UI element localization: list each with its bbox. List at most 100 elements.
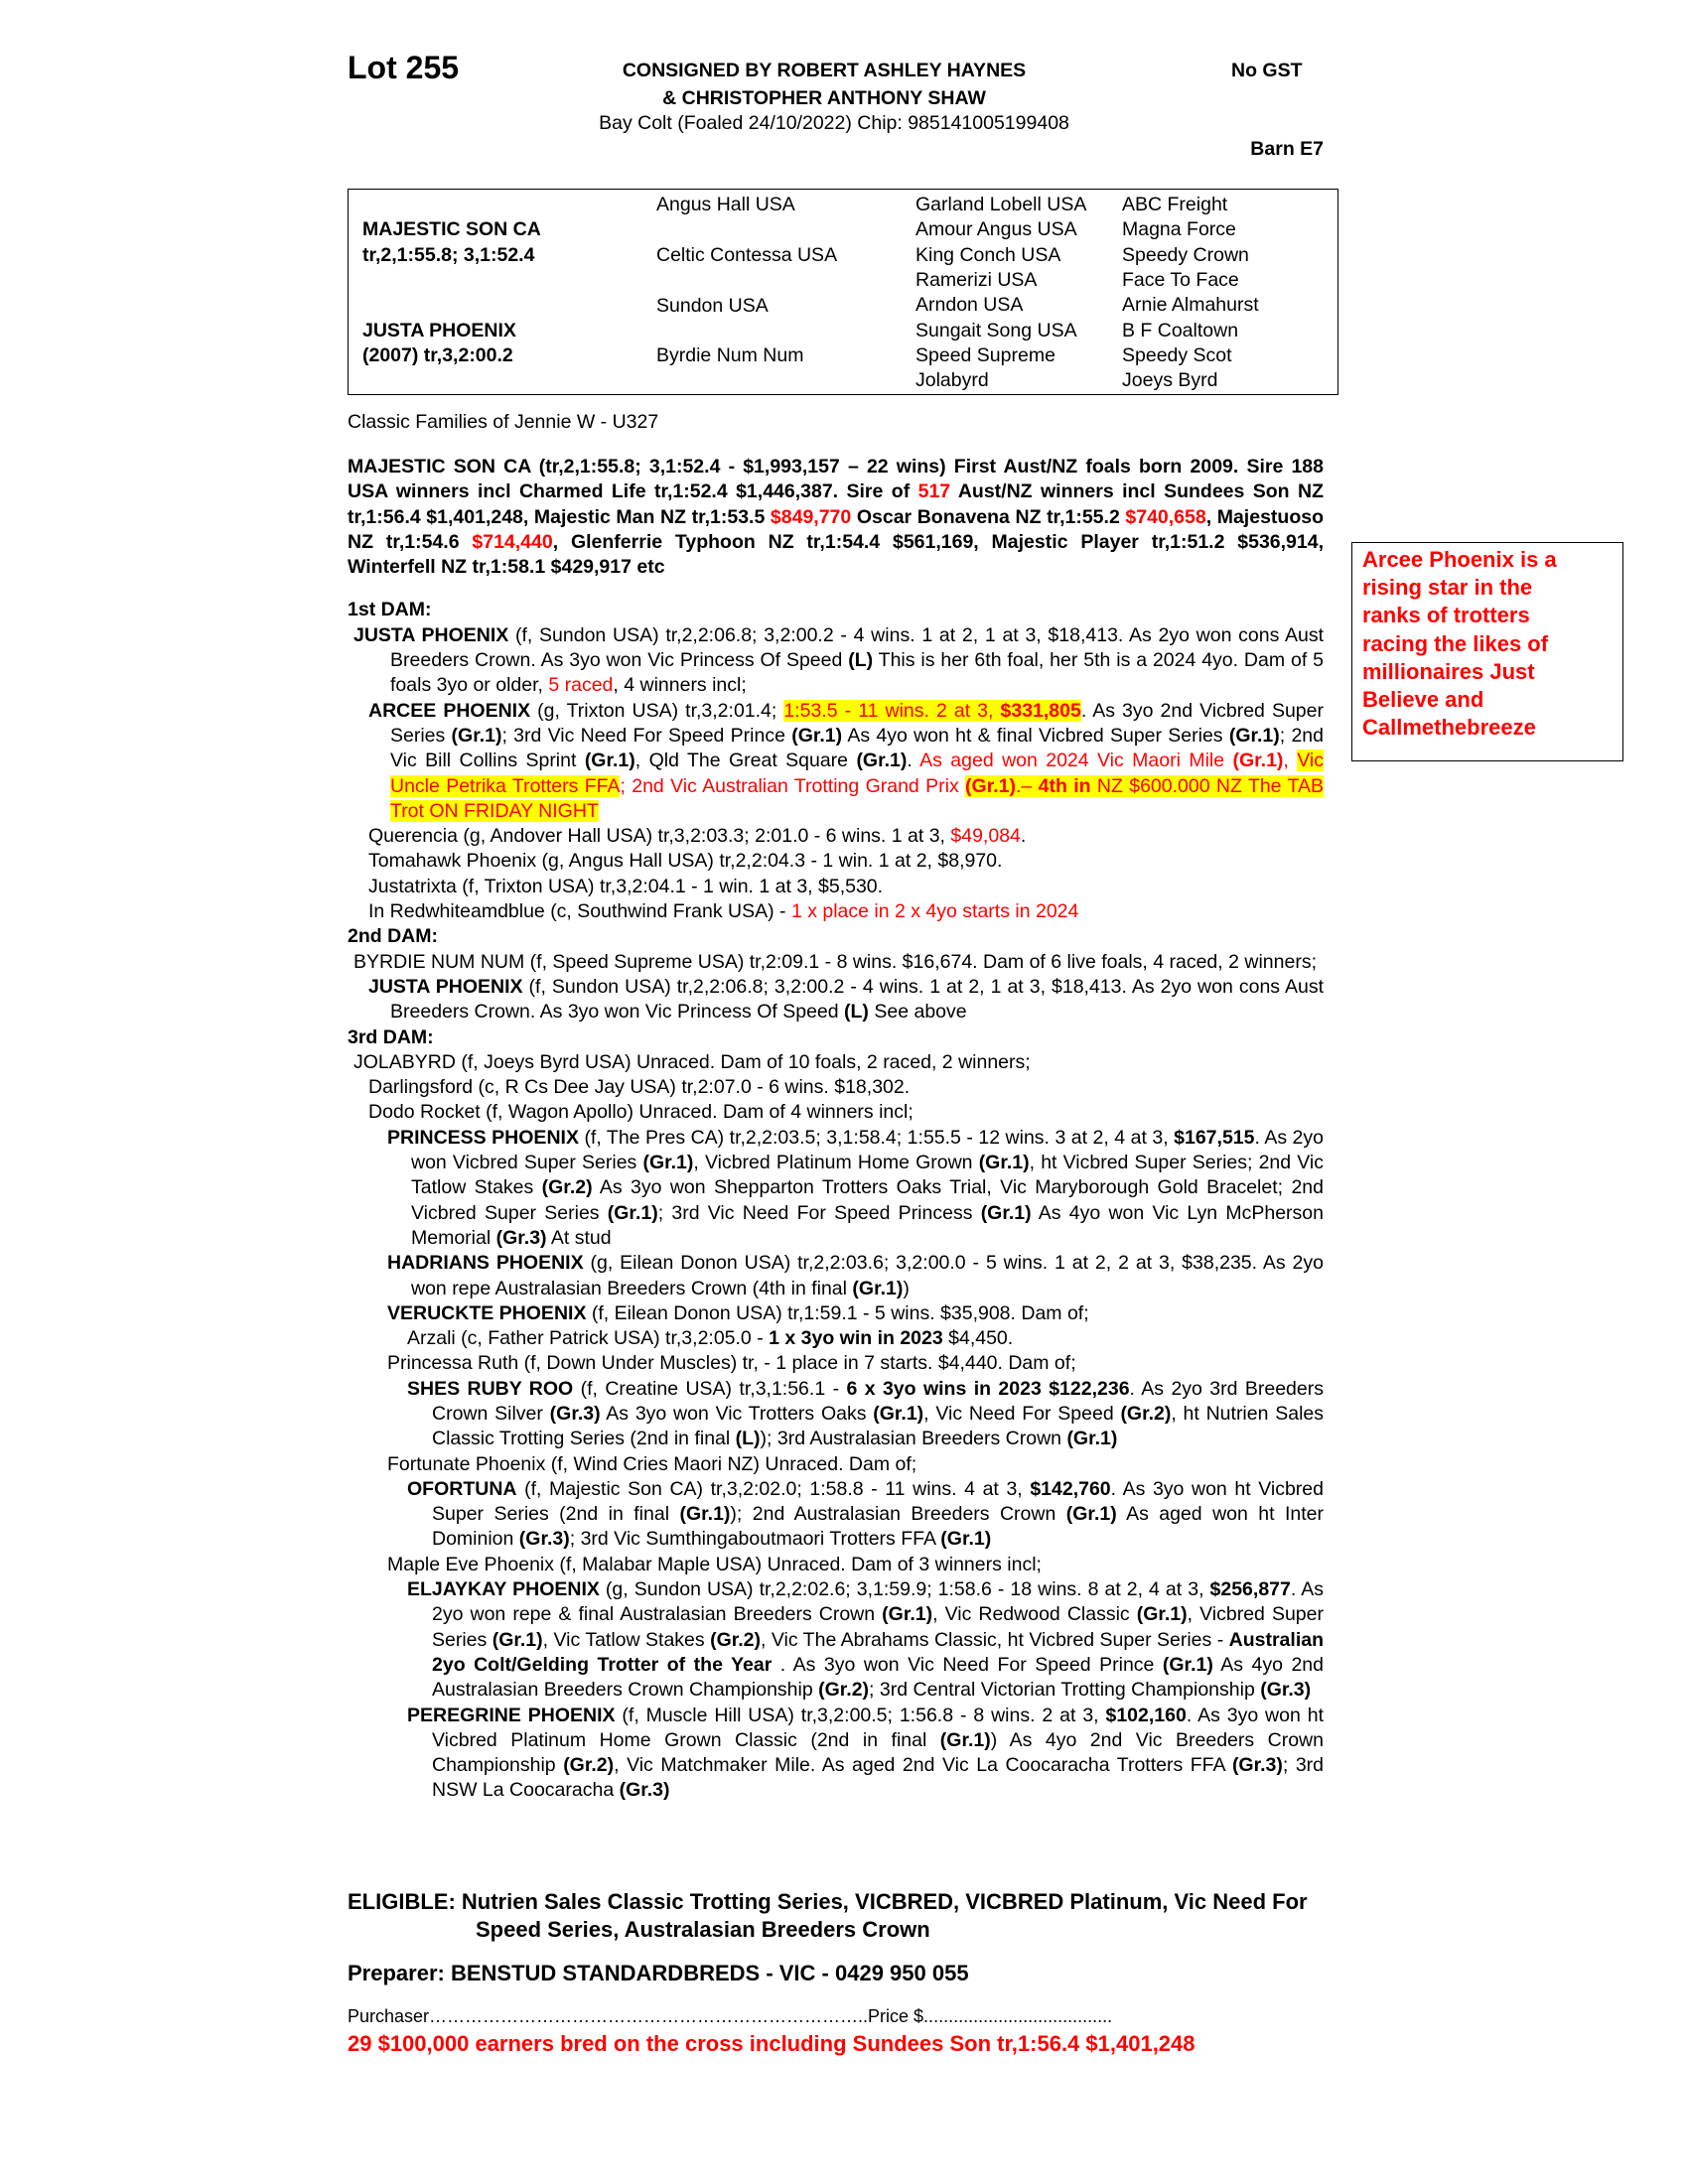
cross-note: 29 $100,000 earners bred on the cross in… xyxy=(348,2031,1196,2056)
text-run: (f, Majestic Son CA) tr,3,2:02.0; 1:58.8… xyxy=(516,1477,1031,1500)
text-run: (Gr.1) xyxy=(873,1402,924,1425)
ancestor: King Conch USA xyxy=(915,243,1061,266)
sidebar-line: Believe and xyxy=(1362,687,1484,713)
text-run: 1 x 3yo win in 2023 xyxy=(769,1327,943,1350)
text-run: (Gr.1) xyxy=(1228,724,1280,747)
text-run: $49,084 xyxy=(950,825,1021,848)
text-run: (Gr.3) xyxy=(495,1226,547,1249)
ancestor: Garland Lobell USA xyxy=(915,194,1087,215)
text-run: (Gr.1) xyxy=(965,774,1016,797)
text-run: (L) xyxy=(735,1428,761,1450)
text-run: PEREGRINE PHOENIX xyxy=(407,1704,616,1726)
text-run: , Vic Redwood Classic xyxy=(932,1603,1137,1626)
text-run: ; 3rd Central Victorian Trotting Champio… xyxy=(869,1679,1261,1702)
text-run: . xyxy=(907,750,920,772)
text-run: ) xyxy=(903,1277,910,1299)
text-run: . As 3yo won ht Vicbred Platinum Home Gr… xyxy=(432,1704,1324,1751)
text-run: , Glenferrie Typhoon NZ tr,1:54.4 $561,1… xyxy=(348,530,1325,579)
text-run: $4,450. xyxy=(942,1327,1014,1350)
progeny-entry: In Redwhiteamdblue (c, Southwind Frank U… xyxy=(348,899,1324,924)
text-run: (f, Sundon USA) tr,2,2:06.8; 3,2:00.2 - … xyxy=(390,975,1324,1024)
text-run: (g, Eilean Donon USA) tr,2,2:03.6; 3,2:0… xyxy=(411,1252,1324,1299)
text-run: 1 x place in 2 x 4yo starts in 2024 xyxy=(790,900,1079,923)
sidebar-note: Arcee Phoenix is a rising star in the rank… xyxy=(1351,542,1623,761)
text-run: (Gr.1) xyxy=(1066,1428,1118,1450)
ancestor: Magna Force xyxy=(1122,218,1236,241)
text-run: ; 2nd Vic Bill Collins Sprint xyxy=(390,724,1324,772)
text-run: $714,440 xyxy=(472,530,553,553)
text-run: (f, Creatine USA) tr,3,1:56.1 - xyxy=(573,1377,847,1400)
breeding-text: MAJESTIC SON CA (tr,2,1:55.8; 3,1:52.4 -… xyxy=(348,455,1324,1804)
text-run: Maple Eve Phoenix (f, Malabar Maple USA)… xyxy=(387,1553,1042,1575)
progeny-entry: OFORTUNA (f, Majestic Son CA) tr,3,2:02.… xyxy=(348,1477,1324,1553)
sire: MAJESTIC SON CA xyxy=(362,218,541,240)
text-run: 517 xyxy=(917,480,951,503)
progeny-entry: Arzali (c, Father Patrick USA) tr,3,2:05… xyxy=(348,1326,1324,1351)
ancestor: Speedy Scot xyxy=(1122,343,1232,366)
text-run: . As 2yo won Vicbred Super Series xyxy=(411,1126,1325,1174)
text-run: MAJESTIC SON CA (tr,2,1:55.8; 3,1:52.4 -… xyxy=(348,456,1324,503)
text-run: . As 2yo won repe & final Australasian B… xyxy=(432,1578,1324,1626)
text-run: ; 3rd Vic Sumthingaboutmaori Trotters FF… xyxy=(569,1528,941,1551)
text-run: (Gr.2) xyxy=(541,1176,593,1199)
text-run: JOLABYRD (f, Joeys Byrd USA) Unraced. Da… xyxy=(353,1050,1031,1073)
text-run: Oscar Bonavena NZ tr,1:55.2 xyxy=(851,505,1126,528)
ancestor: ABC Freight xyxy=(1122,194,1228,215)
text-run: , Vic Tatlow Stakes xyxy=(542,1628,711,1651)
text-run: ELJAYKAY PHOENIX xyxy=(407,1578,600,1601)
purchaser-line: Purchaser………………………………………………………………..Price… xyxy=(348,2006,1113,2026)
ancestor: Speed Supreme xyxy=(915,343,1055,366)
text-run: (Gr.1) xyxy=(882,1603,933,1626)
dam-entry: BYRDIE NUM NUM (f, Speed Supreme USA) tr… xyxy=(348,950,1324,975)
text-run: (Gr.1) xyxy=(1065,1503,1117,1526)
ancestor: Joeys Byrd xyxy=(1122,369,1218,392)
text-run: (Gr.1) xyxy=(642,1152,694,1174)
text-run: (f, Muscle Hill USA) tr,3,2:00.5; 1:56.8… xyxy=(615,1704,1106,1726)
text-run: , Majestuoso NZ tr,1:54.6 xyxy=(348,505,1324,553)
text-run: (Gr.1) xyxy=(856,750,908,772)
progeny-entry: VERUCKTE PHOENIX (f, Eilean Donon USA) t… xyxy=(348,1301,1324,1326)
ancestor: Arndon USA xyxy=(915,294,1024,317)
progeny-entry: Tomahawk Phoenix (g, Angus Hall USA) tr,… xyxy=(348,849,1324,874)
sidebar-line: rising star in the xyxy=(1362,575,1533,601)
ancestor: Sungait Song USA xyxy=(915,319,1077,341)
text-run: (Gr.3) xyxy=(1231,1754,1283,1777)
text-run: As 3yo won Shepparton Trotters Oaks Tria… xyxy=(411,1176,1324,1224)
text-run: See above xyxy=(868,1001,967,1024)
text-run: (Gr.2) xyxy=(563,1754,615,1777)
text-run: (Gr.1) xyxy=(1136,1603,1188,1626)
text-run: , ht Vicbred Super Series; 2nd Vic Tatlo… xyxy=(411,1152,1324,1199)
text-run: $331,805 xyxy=(1000,699,1081,722)
text-run: $167,515 xyxy=(1174,1126,1255,1149)
progeny-entry: ARCEE PHOENIX (g, Trixton USA) tr,3,2:01… xyxy=(348,699,1324,824)
text-run: Querencia (g, Andover Hall USA) tr,3,2:0… xyxy=(368,825,951,848)
text-run: (Gr.2) xyxy=(1120,1402,1172,1425)
text-run: $102,160 xyxy=(1105,1704,1187,1726)
preparer: Preparer: BENSTUD STANDARDBREDS - VIC - … xyxy=(348,1961,969,1985)
progeny-entry: HADRIANS PHOENIX (g, Eilean Donon USA) t… xyxy=(348,1251,1324,1301)
sire-summary: MAJESTIC SON CA (tr,2,1:55.8; 3,1:52.4 -… xyxy=(348,455,1324,580)
text-run: ; 3rd NSW La Coocaracha xyxy=(432,1754,1324,1802)
pedigree-box: MAJESTIC SON CA tr,2,1:55.8; 3,1:52.4 JU… xyxy=(348,189,1338,395)
text-run: As 3yo won Vic Trotters Oaks xyxy=(600,1402,874,1425)
progeny-entry: Dodo Rocket (f, Wagon Apollo) Unraced. D… xyxy=(348,1100,1324,1125)
text-run: (Gr.1) xyxy=(1162,1653,1213,1676)
progeny-entry: Fortunate Phoenix (f, Wind Cries Maori N… xyxy=(348,1452,1324,1477)
text-run: JUSTA PHOENIX xyxy=(368,975,523,998)
text-run: (Gr.1) xyxy=(852,1277,904,1299)
ancestor: Amour Angus USA xyxy=(915,218,1077,241)
ancestor: B F Coaltown xyxy=(1122,319,1239,341)
text-run: (Gr.1) xyxy=(679,1503,731,1526)
text-run: ); 2nd Australasian Breeders Crown xyxy=(730,1503,1066,1526)
text-run: (g, Trixton USA) tr,3,2:01.4; xyxy=(530,699,784,722)
section-heading: 3rd DAM: xyxy=(348,1025,1324,1050)
progeny-entry: Maple Eve Phoenix (f, Malabar Maple USA)… xyxy=(348,1553,1324,1577)
text-run: Aust/NZ winners incl Sundees Son NZ tr,1… xyxy=(348,480,1324,528)
sidebar-line: Arcee Phoenix is a xyxy=(1362,547,1557,572)
sidebar-line: racing the likes of xyxy=(1362,630,1549,656)
family: Classic Families of Jennie W - U327 xyxy=(348,411,659,433)
text-run: , Vicbred Platinum Home Grown xyxy=(693,1152,979,1174)
text-run: , ht Nutrien Sales Classic Trotting Seri… xyxy=(432,1402,1325,1450)
text-run: (f, Eilean Donon USA) tr,1:59.1 - 5 wins… xyxy=(586,1301,1089,1324)
